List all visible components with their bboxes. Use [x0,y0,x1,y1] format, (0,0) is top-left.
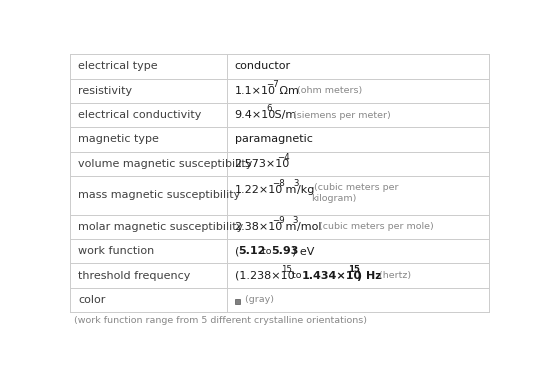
Text: 5.93: 5.93 [271,246,299,256]
Text: Ωm: Ωm [276,86,299,96]
Text: mass magnetic susceptibility: mass magnetic susceptibility [78,190,240,200]
Text: 1.22×10: 1.22×10 [235,185,283,195]
Text: (hertz): (hertz) [376,271,411,280]
Bar [235,298,240,304]
Text: −4: −4 [277,153,290,162]
Text: 9.4×10: 9.4×10 [235,110,276,120]
Text: (work function range from 5 different crystalline orientations): (work function range from 5 different cr… [74,316,367,326]
Text: 2.38×10: 2.38×10 [235,222,283,232]
Text: (siemens per meter): (siemens per meter) [290,111,391,120]
Text: 1.434×10: 1.434×10 [301,271,361,280]
Text: magnetic type: magnetic type [78,134,159,144]
Text: ) eV: ) eV [292,246,314,256]
Text: threshold frequency: threshold frequency [78,271,191,280]
Text: conductor: conductor [235,62,290,71]
Text: work function: work function [78,246,154,256]
Text: (cubic meters per: (cubic meters per [311,183,398,192]
Text: to: to [289,271,305,280]
Text: (: ( [235,246,239,256]
Text: m: m [282,222,296,232]
Text: (cubic meters per mole): (cubic meters per mole) [316,222,434,231]
Text: 3: 3 [293,216,298,225]
Text: 5.12: 5.12 [238,246,265,256]
Text: 1.1×10: 1.1×10 [235,86,276,96]
Text: electrical type: electrical type [78,62,158,71]
Text: 6: 6 [266,104,272,113]
Text: electrical conductivity: electrical conductivity [78,110,201,120]
Text: kilogram): kilogram) [311,194,356,203]
Text: m: m [282,185,296,195]
Text: 15: 15 [281,265,292,274]
Text: 2.573×10: 2.573×10 [235,159,290,169]
Text: (ohm meters): (ohm meters) [294,86,362,95]
Text: −8: −8 [272,179,284,188]
Text: 3: 3 [293,179,299,188]
Text: volume magnetic susceptibility: volume magnetic susceptibility [78,159,252,169]
Text: (1.238×10: (1.238×10 [235,271,294,280]
Text: molar magnetic susceptibility: molar magnetic susceptibility [78,222,243,232]
Text: 15: 15 [348,265,360,274]
Text: (gray): (gray) [242,296,274,304]
Text: to: to [259,247,275,256]
Text: color: color [78,295,105,305]
Text: paramagnetic: paramagnetic [235,134,312,144]
Text: S/m: S/m [271,110,296,120]
Text: resistivity: resistivity [78,86,132,96]
Text: /mol: /mol [297,222,322,232]
Text: ) Hz: ) Hz [357,271,382,280]
Text: −9: −9 [272,216,284,225]
Text: /kg: /kg [297,185,314,195]
Text: −7: −7 [266,80,279,89]
